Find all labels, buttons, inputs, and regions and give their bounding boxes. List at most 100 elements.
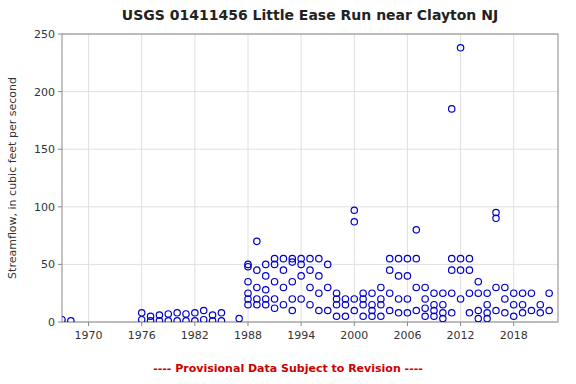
point [62, 316, 65, 322]
point [201, 307, 207, 313]
point [457, 255, 463, 261]
x-tick-label: 1976 [128, 329, 156, 342]
point [263, 302, 269, 308]
point [422, 313, 428, 319]
grid-line [194, 34, 195, 322]
point [537, 302, 543, 308]
point [395, 296, 401, 302]
point [387, 255, 393, 261]
point [280, 302, 286, 308]
y-tick [58, 91, 62, 92]
y-tick-label: 0 [48, 316, 55, 329]
point [298, 261, 304, 267]
grid-line [354, 34, 355, 322]
point [271, 296, 277, 302]
point [511, 302, 517, 308]
point [351, 307, 357, 313]
point [387, 290, 393, 296]
y-tick [58, 206, 62, 207]
point [511, 313, 517, 319]
point [422, 284, 428, 290]
y-tick-label: 200 [34, 86, 55, 99]
point [404, 310, 410, 316]
point [369, 290, 375, 296]
x-tick [194, 322, 195, 326]
point [68, 318, 74, 322]
x-tick-label: 2006 [393, 329, 421, 342]
point [457, 45, 463, 51]
x-tick-label: 2018 [500, 329, 528, 342]
point [351, 207, 357, 213]
point [528, 307, 534, 313]
point [316, 273, 322, 279]
point [298, 296, 304, 302]
point [156, 318, 162, 322]
point [245, 264, 251, 270]
point [519, 302, 525, 308]
point [484, 315, 490, 321]
point [457, 296, 463, 302]
point [546, 290, 552, 296]
point [440, 290, 446, 296]
point [307, 284, 313, 290]
point [183, 318, 189, 322]
point [466, 255, 472, 261]
y-tick-label: 250 [34, 28, 55, 41]
point [342, 313, 348, 319]
point [174, 310, 180, 316]
point [254, 302, 260, 308]
axes: 1970197619821988199420002006201220180501… [34, 28, 528, 342]
grid-line [62, 264, 558, 265]
point [519, 290, 525, 296]
point [537, 310, 543, 316]
point [466, 310, 472, 316]
y-tick-label: 150 [34, 143, 55, 156]
point [422, 296, 428, 302]
point [395, 255, 401, 261]
point [440, 302, 446, 308]
point [209, 318, 215, 322]
point [280, 284, 286, 290]
point [333, 302, 339, 308]
point [263, 273, 269, 279]
x-tick [141, 322, 142, 326]
point [511, 290, 517, 296]
point [449, 290, 455, 296]
point [139, 310, 145, 316]
point [342, 302, 348, 308]
point [165, 311, 171, 317]
x-tick-label: 1988 [234, 329, 262, 342]
point [280, 267, 286, 273]
x-tick [513, 322, 514, 326]
point [316, 307, 322, 313]
point [493, 215, 499, 221]
point [325, 284, 331, 290]
point [165, 318, 171, 322]
point [404, 255, 410, 261]
point [457, 267, 463, 273]
point [387, 307, 393, 313]
point [325, 307, 331, 313]
point [493, 307, 499, 313]
point [387, 267, 393, 273]
grid-line [513, 34, 514, 322]
point [236, 315, 242, 321]
point [413, 307, 419, 313]
point [466, 290, 472, 296]
x-tick [460, 322, 461, 326]
point [201, 316, 207, 322]
point [493, 284, 499, 290]
point [528, 290, 534, 296]
point [413, 255, 419, 261]
point [475, 290, 481, 296]
point [289, 259, 295, 265]
point [395, 310, 401, 316]
point [422, 305, 428, 311]
point [484, 290, 490, 296]
point [280, 255, 286, 261]
point [174, 318, 180, 322]
point [254, 284, 260, 290]
grid-line [88, 34, 89, 322]
point [289, 296, 295, 302]
point [360, 313, 366, 319]
